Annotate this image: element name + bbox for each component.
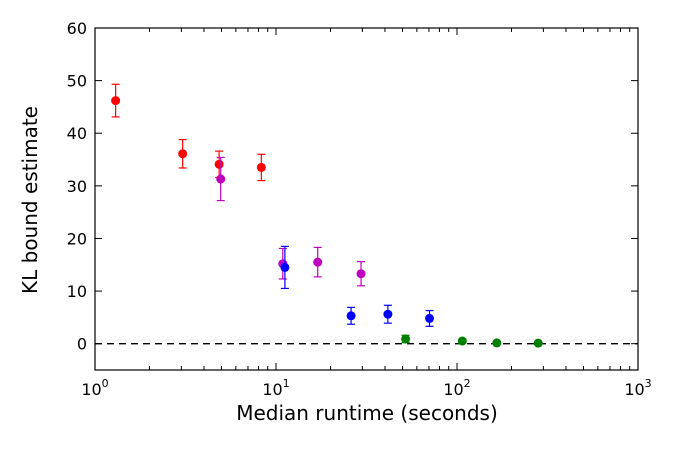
y-tick-label: 50 [67,72,87,91]
point-marker [533,338,543,348]
point-marker [425,313,435,323]
data-point [383,304,393,324]
y-tick-label: 0 [77,335,87,354]
data-point [178,138,188,169]
x-tick-label: 103 [624,377,651,399]
y-tick-label: 30 [67,177,87,196]
data-point [356,261,366,287]
data-point [492,338,502,348]
y-axis-label: KL bound estimate [18,106,42,294]
data-point [533,338,543,348]
data-point [457,336,467,346]
plot-area [95,83,638,348]
y-tick-label: 20 [67,229,87,248]
y-tick-label: 60 [67,19,87,38]
point-marker [356,269,366,279]
point-marker [216,174,226,184]
data-point [425,309,435,327]
x-tick-label: 101 [262,377,289,399]
data-point [280,245,290,290]
x-axis-label: Median runtime (seconds) [236,401,498,425]
y-tick-label: 40 [67,124,87,143]
point-marker [256,162,266,172]
point-marker [401,334,411,344]
x-tick-label: 100 [81,377,108,399]
y-tick-label: 10 [67,282,87,301]
data-point [346,306,356,325]
point-marker [280,262,290,272]
plot-frame [94,27,639,371]
point-marker [383,309,393,319]
data-point [214,150,224,179]
point-marker [178,149,188,159]
x-tick-label: 102 [443,377,470,399]
data-point [256,153,266,182]
point-marker [111,96,121,106]
point-marker [313,257,323,267]
data-point [313,246,323,278]
point-marker [214,159,224,169]
axis-ticks: 0 10 20 30 40 50 60 100 101 102 103 [67,19,652,399]
data-point [216,156,226,202]
point-marker [457,336,467,346]
data-point [111,83,121,118]
point-marker [492,338,502,348]
point-marker [346,311,356,321]
data-point [401,334,411,344]
